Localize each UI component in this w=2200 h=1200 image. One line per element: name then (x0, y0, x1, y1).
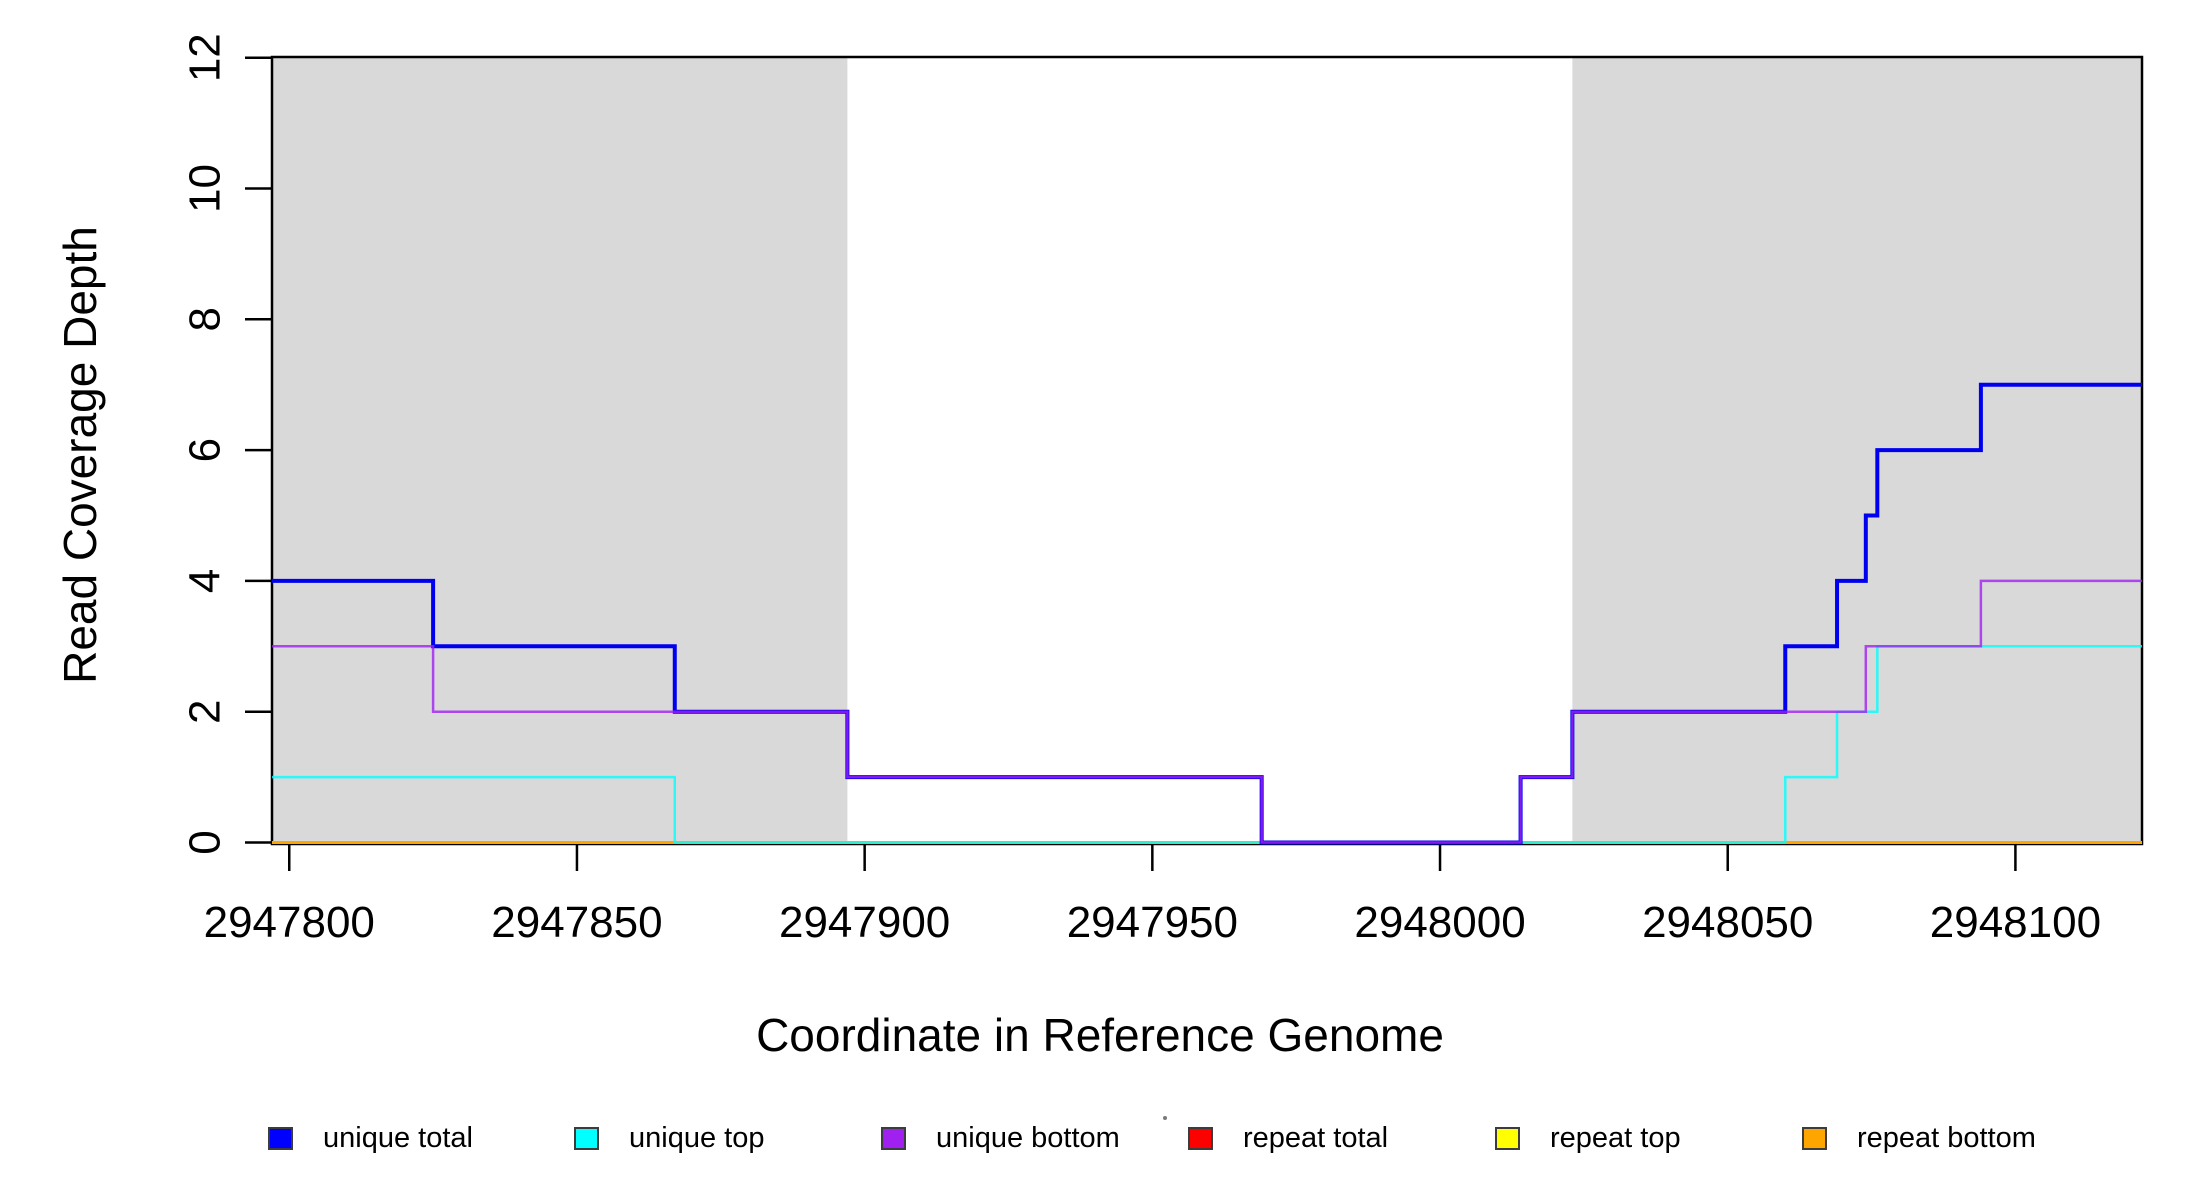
legend-item-repeat-bottom: repeat bottom (1802, 1121, 2036, 1155)
x-tick-label: 2947950 (1067, 898, 1238, 947)
x-tick-label: 2947900 (779, 898, 950, 947)
unique-top-swatch-icon (574, 1126, 599, 1150)
legend-label-unique-total: unique total (323, 1122, 473, 1154)
series-line-unique-bottom (272, 579, 2142, 844)
x-axis-title: Coordinate in Reference Genome (756, 1009, 1444, 1061)
legend-label-repeat-total: repeat total (1243, 1122, 1389, 1154)
legend-item-unique-top: unique top (574, 1121, 764, 1155)
legend-item-unique-total: unique total (268, 1121, 473, 1155)
x-tick-label: 2948050 (1642, 898, 1813, 947)
shaded-region-0 (272, 57, 848, 844)
unique-bottom-swatch-icon (881, 1126, 906, 1150)
repeat-bottom-swatch-icon (1802, 1126, 1827, 1150)
legend-label-repeat-top: repeat top (1550, 1122, 1681, 1154)
legend-label-unique-top: unique top (629, 1122, 765, 1154)
y-tick-label: 8 (181, 307, 230, 331)
legend-item-unique-bottom: unique bottom (881, 1121, 1120, 1155)
y-tick-label: 2 (181, 699, 230, 723)
repeat-top-swatch-icon (1495, 1126, 1520, 1150)
legend-item-repeat-top: repeat top (1495, 1121, 1681, 1155)
legend-item-repeat-total: repeat total (1188, 1121, 1388, 1155)
unique-total-swatch-icon (268, 1126, 293, 1150)
y-tick-label: 10 (181, 164, 230, 213)
x-tick-label: 2947850 (491, 898, 662, 947)
y-axis-title: Read Coverage Depth (54, 226, 106, 684)
legend-label-repeat-bottom: repeat bottom (1857, 1122, 2036, 1154)
y-tick-label: 0 (181, 830, 230, 854)
y-tick-label: 4 (181, 569, 230, 593)
x-tick-label: 2948000 (1354, 898, 1525, 947)
y-tick-label: 6 (181, 438, 230, 462)
shaded-region-1 (1572, 57, 2142, 844)
legend-label-unique-bottom: unique bottom (936, 1122, 1120, 1154)
stray-dot-mark (1163, 1116, 1167, 1120)
x-tick-label: 2948100 (1930, 898, 2101, 947)
repeat-total-swatch-icon (1188, 1126, 1213, 1150)
series-line-unique-top (272, 645, 2142, 844)
y-tick-label: 12 (181, 33, 230, 82)
x-tick-label: 2947800 (204, 898, 375, 947)
